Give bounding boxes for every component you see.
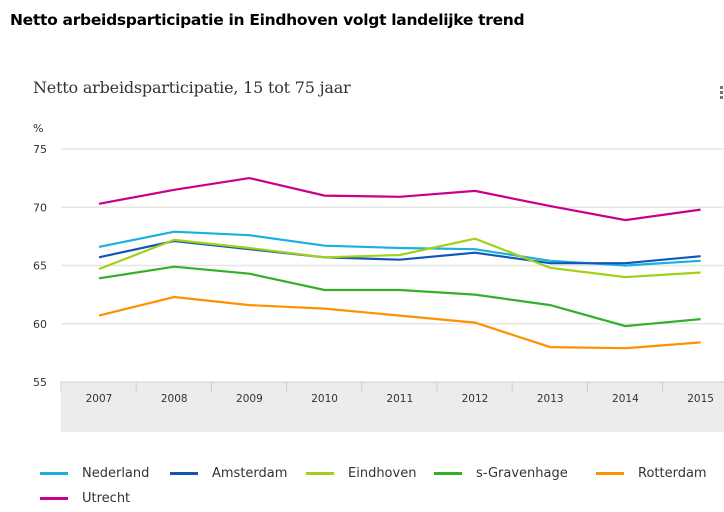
x-tick-label: 2014 — [612, 393, 639, 405]
x-tick-label: 2015 — [687, 393, 714, 405]
x-tick-label: 2007 — [86, 393, 113, 405]
legend-item-rotterdam[interactable]: Rotterdam — [596, 466, 707, 481]
legend-item-amsterdam[interactable]: Amsterdam — [170, 466, 287, 481]
legend-label: s-Gravenhage — [476, 466, 568, 481]
x-axis-band — [61, 382, 724, 432]
page-heading: Netto arbeidsparticipatie in Eindhoven v… — [10, 11, 525, 29]
x-tick-label: 2008 — [161, 393, 188, 405]
legend-swatch — [40, 472, 68, 475]
y-tick-label: 65 — [33, 260, 47, 273]
legend-item-utrecht[interactable]: Utrecht — [40, 491, 130, 506]
legend-item-eindhoven[interactable]: Eindhoven — [306, 466, 416, 481]
chart-title: Netto arbeidsparticipatie, 15 tot 75 jaa… — [33, 78, 351, 97]
legend-label: Amsterdam — [212, 466, 288, 481]
legend-item-nederland[interactable]: Nederland — [40, 466, 149, 481]
legend-label: Utrecht — [82, 491, 131, 506]
legend-swatch — [434, 472, 462, 475]
x-tick-label: 2010 — [311, 393, 338, 405]
series-line-s-gravenhage — [98, 265, 701, 328]
y-tick-labels: 55 60 65 70 75 — [33, 143, 47, 389]
kebab-menu-icon[interactable] — [720, 86, 724, 102]
y-axis-label: % — [33, 122, 43, 135]
y-tick-label: 55 — [33, 376, 47, 389]
x-tick-labels: 2007 2008 2009 2010 2011 2012 2013 2014 2015 — [86, 393, 714, 405]
x-tick-label: 2013 — [537, 393, 564, 405]
series-line-amsterdam — [98, 239, 701, 265]
y-tick-label: 70 — [33, 201, 47, 214]
x-tick-label: 2011 — [386, 393, 413, 405]
x-tick-marks — [60, 382, 664, 392]
x-tick-label: 2012 — [462, 393, 489, 405]
y-tick-label: 60 — [33, 318, 47, 331]
series-line-eindhoven — [98, 237, 701, 279]
series-line-rotterdam — [98, 295, 701, 350]
legend-label: Rotterdam — [638, 466, 707, 481]
legend-item-s-gravenhage[interactable]: s-Gravenhage — [434, 466, 568, 481]
x-tick-label: 2009 — [236, 393, 263, 405]
y-tick-label: 75 — [33, 143, 47, 156]
legend-swatch — [306, 472, 334, 475]
gridlines — [61, 148, 724, 325]
series-lines — [98, 176, 701, 350]
legend-label: Nederland — [82, 466, 150, 481]
legend-label: Eindhoven — [348, 466, 417, 481]
legend-swatch — [40, 497, 68, 500]
series-line-utrecht — [98, 176, 701, 222]
legend-swatch — [170, 472, 198, 475]
legend-swatch — [596, 472, 624, 475]
